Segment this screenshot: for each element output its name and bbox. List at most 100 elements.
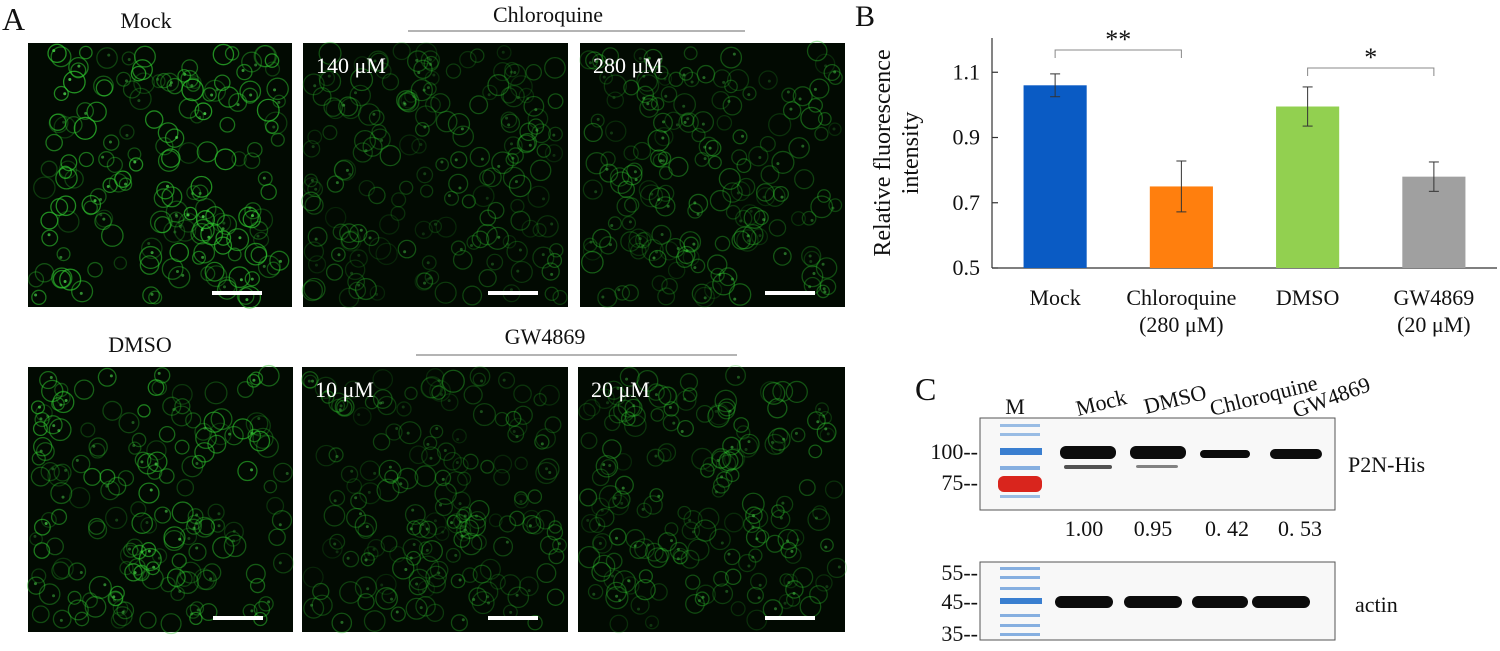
- cell: [634, 579, 656, 601]
- cell: [741, 492, 765, 516]
- cell: [790, 211, 806, 227]
- cell: [683, 71, 700, 88]
- marker-label: 75--: [941, 470, 978, 495]
- cell: [70, 62, 87, 79]
- cell-spot: [502, 378, 506, 382]
- cell: [816, 284, 830, 299]
- cell: [610, 171, 633, 195]
- cell-spot: [746, 234, 750, 238]
- cell-spot: [381, 401, 385, 405]
- cell: [114, 170, 132, 188]
- cell: [691, 447, 714, 470]
- cell: [128, 441, 142, 455]
- cell: [40, 461, 60, 482]
- cell: [134, 451, 152, 469]
- cell: [350, 68, 374, 92]
- cell: [486, 253, 504, 271]
- cell: [231, 151, 247, 167]
- cell-spot: [541, 253, 545, 257]
- cell: [83, 467, 102, 486]
- cell-spot: [676, 557, 680, 561]
- cell: [139, 611, 157, 629]
- cell: [687, 538, 710, 561]
- cell: [244, 202, 262, 220]
- cell-spot: [815, 516, 819, 520]
- cell: [609, 614, 629, 634]
- cell: [786, 529, 805, 547]
- cell-spot: [487, 93, 491, 97]
- cell: [668, 156, 689, 178]
- cell: [583, 237, 598, 253]
- cell-spot: [505, 116, 509, 120]
- cell-spot: [380, 61, 384, 65]
- cell-spot: [822, 287, 826, 291]
- cell-spot: [200, 228, 204, 232]
- cell: [650, 149, 668, 168]
- cell: [257, 255, 281, 279]
- cell: [112, 606, 133, 627]
- cell: [613, 399, 636, 422]
- cell: [459, 532, 483, 556]
- cell-spot: [140, 460, 144, 464]
- cell-spot: [621, 486, 625, 490]
- cell: [510, 198, 525, 214]
- cell: [372, 433, 391, 451]
- cell: [346, 507, 367, 528]
- cell: [359, 460, 381, 481]
- cell-spot: [124, 79, 128, 83]
- cell: [446, 513, 468, 534]
- cell-spot: [676, 247, 680, 251]
- cell: [191, 250, 206, 265]
- cell: [533, 392, 547, 407]
- cell: [714, 389, 738, 413]
- cell: [95, 79, 114, 97]
- cell-spot: [513, 70, 517, 74]
- cell: [779, 573, 794, 587]
- cell: [603, 569, 624, 590]
- cell: [794, 169, 815, 190]
- cell: [538, 384, 560, 406]
- cell: [249, 221, 269, 240]
- lane-label: DMSO: [1141, 379, 1209, 419]
- cell: [375, 587, 399, 610]
- cell: [662, 414, 680, 432]
- cell-spot: [333, 542, 337, 546]
- cell: [500, 113, 521, 133]
- cell: [677, 505, 692, 520]
- cell-spot: [661, 159, 665, 163]
- cell: [48, 418, 72, 442]
- cell: [746, 609, 768, 631]
- cell: [414, 465, 437, 487]
- cell: [174, 439, 190, 455]
- cell: [349, 224, 368, 243]
- cell: [469, 95, 489, 115]
- cell-spot: [602, 75, 606, 79]
- cell: [406, 50, 429, 73]
- cell: [760, 165, 780, 185]
- cell-spot: [608, 463, 612, 467]
- cell-spot: [52, 424, 56, 428]
- cell: [336, 399, 353, 416]
- cell-spot: [310, 379, 314, 383]
- cell: [30, 400, 45, 415]
- cell: [398, 421, 422, 445]
- cell: [435, 216, 457, 238]
- cell: [352, 142, 373, 163]
- cell: [108, 173, 129, 193]
- cell-spot: [37, 405, 41, 409]
- cell: [514, 491, 528, 505]
- cell: [694, 591, 710, 607]
- cell: [722, 95, 743, 116]
- cell: [326, 175, 345, 193]
- cell: [423, 82, 437, 96]
- cell-spot: [670, 539, 674, 543]
- cell-spot: [548, 471, 552, 475]
- cell-spot: [527, 589, 531, 593]
- cell-spot: [744, 448, 748, 452]
- cell: [440, 393, 459, 412]
- cell: [207, 434, 227, 454]
- cell: [469, 499, 490, 521]
- cell-spot: [458, 578, 462, 582]
- cell-spot: [395, 610, 399, 614]
- cell: [503, 63, 527, 86]
